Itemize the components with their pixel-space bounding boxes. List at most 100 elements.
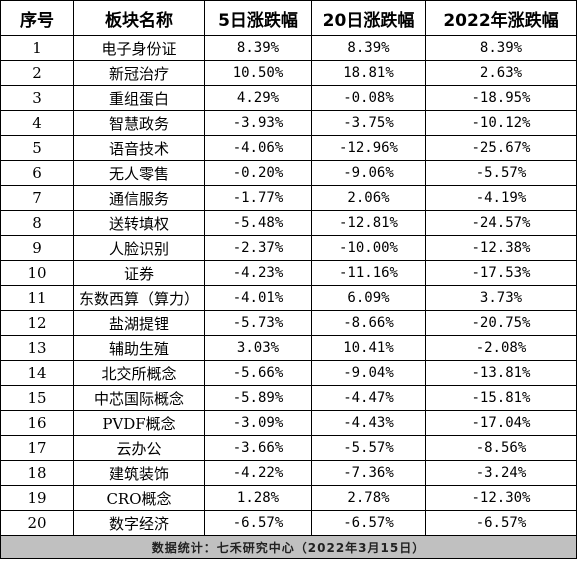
rank-cell: 20	[0, 510, 74, 536]
change-5day-cell: -5.73%	[204, 310, 312, 336]
table-row: 12 盐湖提锂 -5.73% -8.66% -20.75%	[0, 310, 577, 336]
footer-row: 数据统计：七禾研究中心（2022年3月15日）	[0, 535, 577, 559]
change-20day-cell: 2.06%	[311, 185, 426, 211]
rank-cell: 18	[0, 460, 74, 486]
sector-name-cell: 无人零售	[73, 160, 205, 186]
table-row: 3 重组蛋白 4.29% -0.08% -18.95%	[0, 85, 577, 111]
rank-cell: 19	[0, 485, 74, 511]
rank-cell: 4	[0, 110, 74, 136]
change-2022-cell: 3.73%	[425, 285, 577, 311]
change-2022-cell: 8.39%	[425, 35, 577, 61]
change-2022-cell: -24.57%	[425, 210, 577, 236]
change-2022-cell: -2.08%	[425, 335, 577, 361]
change-2022-cell: -12.30%	[425, 485, 577, 511]
change-20day-cell: -5.57%	[311, 435, 426, 461]
header-20day-change: 20日涨跌幅	[311, 0, 426, 36]
sector-name-cell: 北交所概念	[73, 360, 205, 386]
change-5day-cell: 1.28%	[204, 485, 312, 511]
change-2022-cell: -8.56%	[425, 435, 577, 461]
sector-name-cell: 新冠治疗	[73, 60, 205, 86]
change-20day-cell: 10.41%	[311, 335, 426, 361]
change-20day-cell: -7.36%	[311, 460, 426, 486]
change-5day-cell: -2.37%	[204, 235, 312, 261]
change-2022-cell: -25.67%	[425, 135, 577, 161]
change-20day-cell: -0.08%	[311, 85, 426, 111]
table-row: 16 PVDF概念 -3.09% -4.43% -17.04%	[0, 410, 577, 436]
change-20day-cell: -8.66%	[311, 310, 426, 336]
change-2022-cell: -3.24%	[425, 460, 577, 486]
sector-name-cell: 建筑装饰	[73, 460, 205, 486]
table-row: 13 辅助生殖 3.03% 10.41% -2.08%	[0, 335, 577, 361]
sector-name-cell: 东数西算（算力）	[73, 285, 205, 311]
change-5day-cell: -4.22%	[204, 460, 312, 486]
data-source-note: 数据统计：七禾研究中心（2022年3月15日）	[0, 535, 577, 559]
change-2022-cell: -17.04%	[425, 410, 577, 436]
change-5day-cell: -3.93%	[204, 110, 312, 136]
table-row: 11 东数西算（算力） -4.01% 6.09% 3.73%	[0, 285, 577, 311]
table-row: 20 数字经济 -6.57% -6.57% -6.57%	[0, 510, 577, 536]
rank-cell: 14	[0, 360, 74, 386]
table-row: 10 证券 -4.23% -11.16% -17.53%	[0, 260, 577, 286]
rank-cell: 3	[0, 85, 74, 111]
sector-name-cell: 辅助生殖	[73, 335, 205, 361]
change-20day-cell: -3.75%	[311, 110, 426, 136]
change-2022-cell: -5.57%	[425, 160, 577, 186]
change-5day-cell: -1.77%	[204, 185, 312, 211]
change-5day-cell: 8.39%	[204, 35, 312, 61]
header-rank: 序号	[0, 0, 74, 36]
sector-name-cell: 智慧政务	[73, 110, 205, 136]
change-5day-cell: -0.20%	[204, 160, 312, 186]
sector-name-cell: 人脸识别	[73, 235, 205, 261]
header-2022-change: 2022年涨跌幅	[425, 0, 577, 36]
rank-cell: 6	[0, 160, 74, 186]
change-20day-cell: -9.04%	[311, 360, 426, 386]
table-row: 17 云办公 -3.66% -5.57% -8.56%	[0, 435, 577, 461]
change-2022-cell: -15.81%	[425, 385, 577, 411]
header-sector-name: 板块名称	[73, 0, 205, 36]
sector-name-cell: PVDF概念	[73, 410, 205, 436]
rank-cell: 13	[0, 335, 74, 361]
change-20day-cell: -6.57%	[311, 510, 426, 536]
change-5day-cell: -5.48%	[204, 210, 312, 236]
table-row: 19 CRO概念 1.28% 2.78% -12.30%	[0, 485, 577, 511]
change-20day-cell: 2.78%	[311, 485, 426, 511]
table-row: 1 电子身份证 8.39% 8.39% 8.39%	[0, 35, 577, 61]
change-20day-cell: 8.39%	[311, 35, 426, 61]
rank-cell: 5	[0, 135, 74, 161]
rank-cell: 15	[0, 385, 74, 411]
change-20day-cell: -11.16%	[311, 260, 426, 286]
sector-name-cell: 中芯国际概念	[73, 385, 205, 411]
rank-cell: 16	[0, 410, 74, 436]
change-2022-cell: -6.57%	[425, 510, 577, 536]
table-body: 1 电子身份证 8.39% 8.39% 8.39% 2 新冠治疗 10.50% 18.81% 2.…	[0, 35, 577, 536]
table-row: 6 无人零售 -0.20% -9.06% -5.57%	[0, 160, 577, 186]
change-5day-cell: -6.57%	[204, 510, 312, 536]
sector-name-cell: 重组蛋白	[73, 85, 205, 111]
table-row: 4 智慧政务 -3.93% -3.75% -10.12%	[0, 110, 577, 136]
sector-name-cell: 语音技术	[73, 135, 205, 161]
change-20day-cell: -12.81%	[311, 210, 426, 236]
change-5day-cell: 4.29%	[204, 85, 312, 111]
rank-cell: 2	[0, 60, 74, 86]
table-row: 7 通信服务 -1.77% 2.06% -4.19%	[0, 185, 577, 211]
change-5day-cell: -5.89%	[204, 385, 312, 411]
change-20day-cell: -12.96%	[311, 135, 426, 161]
change-20day-cell: -4.47%	[311, 385, 426, 411]
sector-name-cell: 云办公	[73, 435, 205, 461]
change-20day-cell: -10.00%	[311, 235, 426, 261]
sector-name-cell: 电子身份证	[73, 35, 205, 61]
table-row: 5 语音技术 -4.06% -12.96% -25.67%	[0, 135, 577, 161]
change-5day-cell: -3.66%	[204, 435, 312, 461]
sector-name-cell: 送转填权	[73, 210, 205, 236]
header-5day-change: 5日涨跌幅	[204, 0, 312, 36]
change-2022-cell: -10.12%	[425, 110, 577, 136]
change-5day-cell: -3.09%	[204, 410, 312, 436]
rank-cell: 12	[0, 310, 74, 336]
change-5day-cell: -4.01%	[204, 285, 312, 311]
change-2022-cell: -4.19%	[425, 185, 577, 211]
change-2022-cell: -17.53%	[425, 260, 577, 286]
table-row: 8 送转填权 -5.48% -12.81% -24.57%	[0, 210, 577, 236]
change-2022-cell: -18.95%	[425, 85, 577, 111]
change-2022-cell: -20.75%	[425, 310, 577, 336]
